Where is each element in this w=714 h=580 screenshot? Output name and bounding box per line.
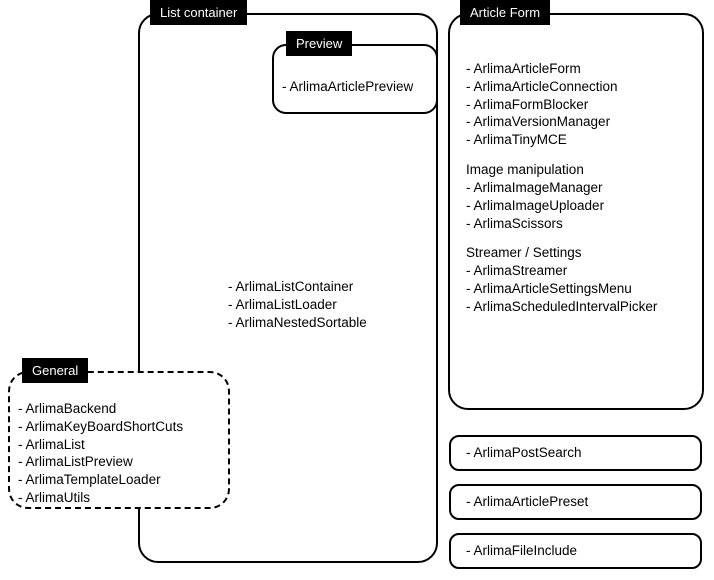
item: - ArlimaListLoader (228, 296, 367, 314)
item: - ArlimaArticlePreset (466, 493, 588, 511)
item: - ArlimaListPreview (18, 453, 183, 471)
item: - ArlimaList (18, 436, 183, 454)
content-file-include: - ArlimaFileInclude (466, 542, 577, 560)
content-post-search: - ArlimaPostSearch (466, 444, 582, 462)
spacer (466, 232, 657, 244)
label-list-container: List container (150, 0, 247, 25)
item: Streamer / Settings (466, 244, 657, 262)
item: - ArlimaArticlePreview (282, 78, 413, 96)
item: - ArlimaImageManager (466, 179, 657, 197)
item: - ArlimaKeyBoardShortCuts (18, 418, 183, 436)
spacer (466, 149, 657, 161)
item: - ArlimaStreamer (466, 262, 657, 280)
label-article-form: Article Form (460, 0, 550, 25)
item: - ArlimaVersionManager (466, 113, 657, 131)
label-article-form-text: Article Form (470, 5, 540, 20)
item: - ArlimaImageUploader (466, 197, 657, 215)
item: - ArlimaFormBlocker (466, 96, 657, 114)
item: - ArlimaArticleSettingsMenu (466, 280, 657, 298)
label-general-text: General (32, 363, 78, 378)
content-preview: - ArlimaArticlePreview (282, 78, 413, 96)
content-general: - ArlimaBackend - ArlimaKeyBoardShortCut… (18, 400, 183, 507)
item: - ArlimaNestedSortable (228, 314, 367, 332)
item: - ArlimaListContainer (228, 278, 367, 296)
item: - ArlimaTemplateLoader (18, 471, 183, 489)
content-article-form: - ArlimaArticleForm - ArlimaArticleConne… (466, 60, 657, 316)
item: - ArlimaFileInclude (466, 542, 577, 560)
label-general: General (22, 358, 88, 383)
item: - ArlimaTinyMCE (466, 131, 657, 149)
label-preview: Preview (286, 31, 352, 56)
item: - ArlimaUtils (18, 489, 183, 507)
content-list-container: - ArlimaListContainer - ArlimaListLoader… (228, 278, 367, 331)
item: - ArlimaScheduledIntervalPicker (466, 298, 657, 316)
item: - ArlimaPostSearch (466, 444, 582, 462)
label-list-container-text: List container (160, 5, 237, 20)
item: - ArlimaArticleConnection (466, 78, 657, 96)
label-preview-text: Preview (296, 36, 342, 51)
item: Image manipulation (466, 161, 657, 179)
content-article-preset: - ArlimaArticlePreset (466, 493, 588, 511)
item: - ArlimaArticleForm (466, 60, 657, 78)
item: - ArlimaScissors (466, 215, 657, 233)
item: - ArlimaBackend (18, 400, 183, 418)
